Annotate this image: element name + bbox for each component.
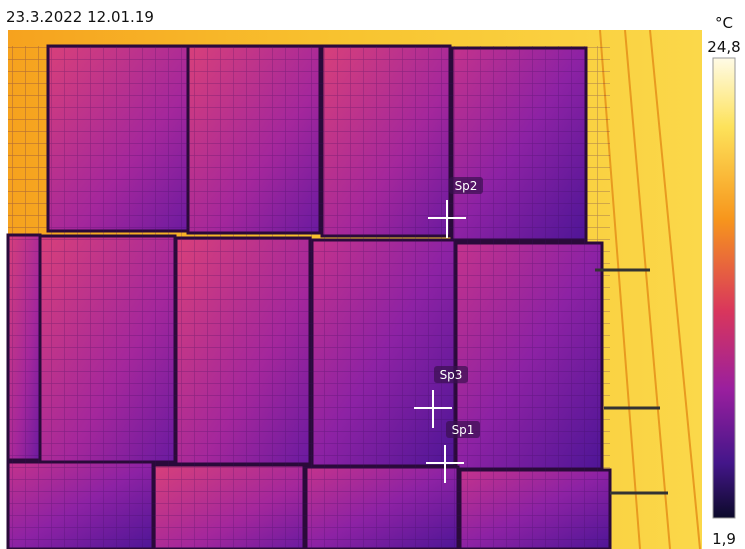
- timestamp: 23.3.2022 12.01.19: [6, 8, 154, 26]
- body: Sp2 Sp3 Sp1 23.3.2022 12.01.19 °C 24,8 1…: [0, 0, 745, 549]
- thermal-view: Sp2 Sp3 Sp1 23.3.2022 12.01.19 °C 24,8 1…: [0, 0, 745, 549]
- scale-min: 1,9: [712, 530, 736, 548]
- scale-unit: °C: [715, 14, 733, 32]
- spot-label: Sp3: [440, 368, 463, 382]
- scale-max: 24,8: [707, 38, 740, 56]
- color-scale: [713, 58, 735, 518]
- cell-grid: [8, 46, 610, 549]
- spot-label: Sp1: [452, 423, 475, 437]
- page: Thermal image {"header": {"timestamp": "…: [0, 0, 745, 549]
- spot-label: Sp2: [455, 179, 478, 193]
